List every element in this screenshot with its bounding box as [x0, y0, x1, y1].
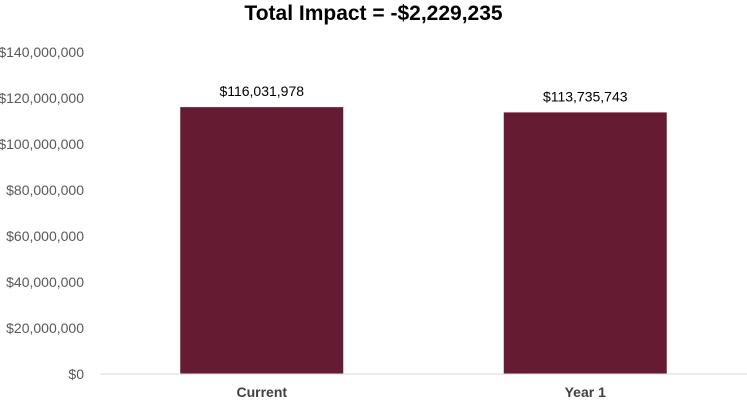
y-tick-label: $40,000,000 [6, 274, 84, 290]
data-label: $113,735,743 [543, 88, 628, 104]
x-tick-label: Year 1 [565, 384, 606, 400]
y-tick-label: $100,000,000 [0, 136, 84, 152]
y-axis: $0 $20,000,000 $40,000,000 $60,000,000 $80,0… [0, 44, 84, 382]
bar-current [180, 107, 344, 374]
y-tick-label: $20,000,000 [6, 320, 84, 336]
y-tick-label: $60,000,000 [6, 228, 84, 244]
y-tick-label: $80,000,000 [6, 182, 84, 198]
chart-title: Total Impact = -$2,229,235 [244, 2, 503, 25]
x-axis: Current Year 1 [100, 373, 747, 400]
data-label: $116,031,978 [219, 83, 304, 99]
y-tick-label: $120,000,000 [0, 90, 84, 106]
y-tick-label: $140,000,000 [0, 44, 84, 60]
bar-year-1 [503, 112, 667, 375]
y-tick-label: $0 [68, 366, 84, 382]
bars [180, 107, 667, 375]
data-labels: $116,031,978 $113,735,743 [219, 83, 627, 104]
x-tick-label: Current [236, 384, 287, 400]
